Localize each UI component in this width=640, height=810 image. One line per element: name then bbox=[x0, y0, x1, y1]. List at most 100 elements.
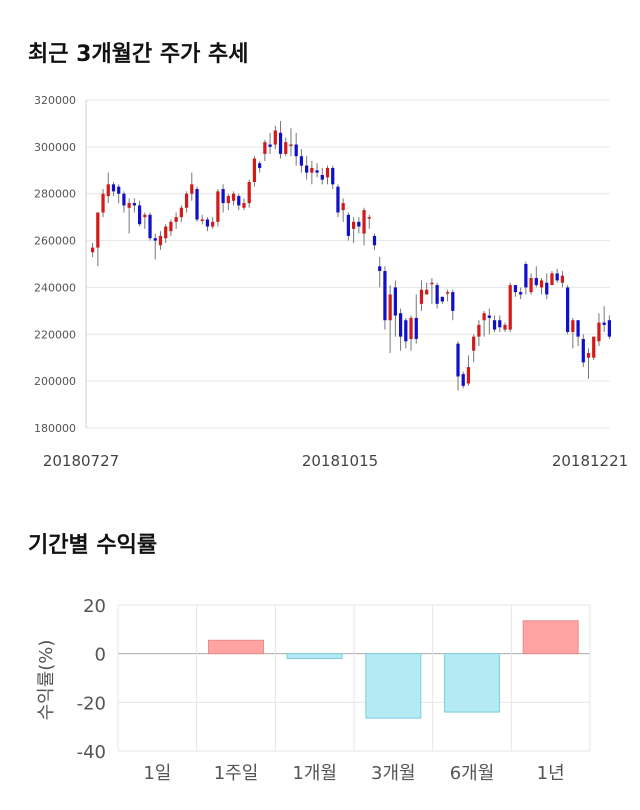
candle-body bbox=[336, 186, 340, 213]
candle-body bbox=[555, 273, 559, 281]
candle-body bbox=[351, 221, 356, 229]
candle-series bbox=[90, 121, 612, 391]
bar-series bbox=[208, 620, 579, 719]
candle bbox=[242, 198, 246, 211]
candle-body bbox=[372, 235, 377, 246]
candle-y-tick-label: 320000 bbox=[34, 94, 76, 107]
candle bbox=[419, 280, 424, 311]
candle bbox=[143, 212, 147, 229]
candle bbox=[310, 160, 314, 185]
candle bbox=[331, 165, 335, 190]
price-trend-title: 최근 3개월간 주가 추세 bbox=[28, 42, 249, 67]
candle bbox=[153, 233, 157, 260]
candle-body bbox=[106, 184, 110, 197]
candle bbox=[425, 282, 429, 295]
candle bbox=[195, 186, 199, 222]
candle bbox=[237, 193, 241, 211]
candle bbox=[398, 308, 403, 351]
candle-y-tick-label: 240000 bbox=[34, 281, 76, 294]
candle-body bbox=[566, 287, 570, 332]
candle-body bbox=[164, 226, 168, 239]
candle bbox=[539, 278, 544, 295]
candle bbox=[289, 128, 293, 157]
candle-y-tick-label: 260000 bbox=[34, 235, 76, 248]
bar-x-ticks: 1일 1주일 1개월 3개월 6개월 1년 bbox=[143, 763, 564, 784]
returns-title: 기간별 수익률 bbox=[28, 533, 158, 558]
bar bbox=[286, 653, 343, 660]
candle-body bbox=[325, 167, 330, 178]
candle-body bbox=[550, 273, 554, 286]
candle bbox=[351, 217, 356, 243]
candle-body bbox=[414, 317, 418, 339]
candle-body bbox=[607, 320, 612, 337]
candle-x-tick-label: 20180727 bbox=[43, 452, 119, 470]
candle-body bbox=[383, 271, 387, 321]
candle-y-tick-label: 220000 bbox=[34, 328, 76, 341]
candle bbox=[602, 306, 606, 332]
candle-body bbox=[305, 165, 309, 173]
candle bbox=[576, 320, 580, 346]
candle bbox=[179, 205, 183, 222]
candle bbox=[226, 193, 230, 211]
candle-body bbox=[398, 313, 403, 337]
candle bbox=[122, 191, 126, 213]
candle bbox=[174, 212, 178, 229]
candle bbox=[440, 296, 444, 304]
candle-gridlines bbox=[85, 99, 610, 429]
candle bbox=[148, 212, 152, 241]
candle-body bbox=[122, 193, 126, 206]
candle-body bbox=[90, 247, 95, 253]
candle bbox=[111, 182, 116, 197]
candle bbox=[367, 214, 371, 229]
candle-body bbox=[310, 167, 314, 173]
candle-y-tick-label: 200000 bbox=[34, 375, 76, 388]
candle-body bbox=[273, 130, 277, 145]
candle-body bbox=[482, 313, 486, 321]
candle bbox=[258, 160, 262, 173]
candle-body bbox=[331, 167, 335, 185]
candle-body bbox=[586, 353, 591, 358]
candle bbox=[211, 217, 215, 229]
candle bbox=[346, 212, 351, 241]
candle-body bbox=[492, 320, 497, 330]
bar bbox=[522, 620, 579, 655]
candle-body bbox=[96, 212, 100, 248]
candle-body bbox=[320, 174, 324, 180]
candle bbox=[409, 315, 413, 351]
candle bbox=[451, 289, 455, 321]
candle-body bbox=[252, 158, 257, 182]
candle-body bbox=[169, 221, 173, 232]
candle bbox=[445, 289, 450, 302]
bar-x-tick-label: 1일 bbox=[143, 763, 171, 784]
candle-body bbox=[545, 282, 549, 295]
candle-body bbox=[216, 191, 220, 222]
candle bbox=[127, 198, 131, 234]
candle-body bbox=[346, 214, 351, 236]
candle bbox=[216, 189, 220, 227]
candle-body bbox=[221, 189, 225, 204]
candle-body bbox=[498, 320, 502, 328]
candle-body bbox=[278, 132, 283, 154]
candle bbox=[184, 191, 189, 213]
candle-body bbox=[211, 221, 215, 227]
candle bbox=[169, 219, 173, 236]
candle bbox=[466, 355, 471, 386]
candle-y-tick-label: 300000 bbox=[34, 141, 76, 154]
candle-body bbox=[529, 278, 533, 293]
candle-body bbox=[503, 324, 507, 330]
candle-body bbox=[409, 317, 413, 339]
candle bbox=[221, 184, 225, 213]
candle bbox=[252, 156, 257, 187]
bar-y-tick-label: 20 bbox=[83, 596, 106, 617]
candle-x-tick-label: 20181221 bbox=[552, 452, 628, 470]
candle bbox=[393, 280, 397, 337]
candle bbox=[571, 317, 575, 349]
candle-body bbox=[127, 203, 131, 208]
candle-body bbox=[294, 144, 298, 157]
candle bbox=[200, 214, 204, 225]
candle bbox=[164, 224, 168, 243]
candle-body bbox=[226, 196, 230, 204]
candle bbox=[383, 266, 387, 330]
candle bbox=[341, 198, 345, 222]
candle-body bbox=[190, 184, 194, 194]
